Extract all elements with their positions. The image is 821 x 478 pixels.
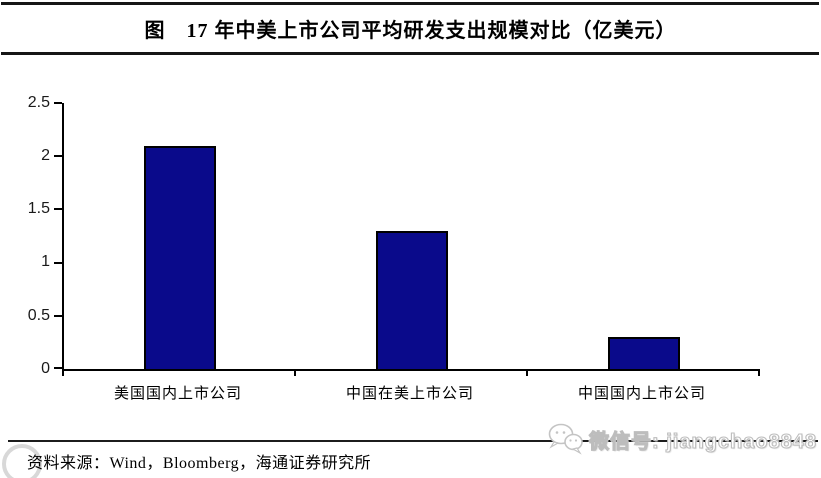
title-rule-bottom [1, 52, 819, 55]
category-label: 中国在美上市公司 [345, 386, 474, 402]
x-axis-boundary-tick [758, 371, 760, 376]
bar-us-domestic [144, 146, 216, 369]
source-text: 资料来源：Wind，Bloomberg，海通证券研究所 [27, 455, 372, 472]
category-label: 中国国内上市公司 [577, 386, 706, 402]
figure-title: 图 17 年中美上市公司平均研发支出规模对比（亿美元） [144, 20, 677, 42]
y-tick-mark [54, 102, 62, 104]
bar-china-domestic [608, 337, 680, 369]
wechat-icon [548, 423, 583, 455]
source-rule [8, 440, 818, 442]
y-tick-mark [54, 367, 62, 369]
plot-area [54, 102, 760, 376]
y-tick-label: 0.5 [27, 307, 50, 324]
x-axis-boundary-tick [294, 371, 296, 376]
category-label: 美国国内上市公司 [113, 386, 242, 402]
y-tick-label: 1.5 [27, 200, 50, 217]
x-axis-boundary-tick [62, 371, 64, 376]
wechat-watermark: 微信号: jiangchao8848 [548, 423, 817, 455]
y-tick-label: 2 [41, 147, 50, 164]
y-tick-label: 1 [41, 253, 50, 270]
y-tick-label: 2.5 [27, 94, 50, 111]
y-tick-mark [54, 155, 62, 157]
ring-logo-icon [2, 444, 42, 478]
x-axis-labels: 美国国内上市公司 中国在美上市公司 中国国内上市公司 [62, 382, 758, 403]
bar-china-us-listed [376, 231, 448, 369]
y-tick-mark [54, 315, 62, 317]
x-axis-boundary-tick [526, 371, 528, 376]
y-tick-mark [54, 262, 62, 264]
y-tick-label: 0 [41, 360, 50, 377]
y-tick-mark [54, 208, 62, 210]
wechat-watermark-text: 微信号: jiangchao8848 [588, 430, 818, 453]
title-rule-top [1, 2, 819, 5]
